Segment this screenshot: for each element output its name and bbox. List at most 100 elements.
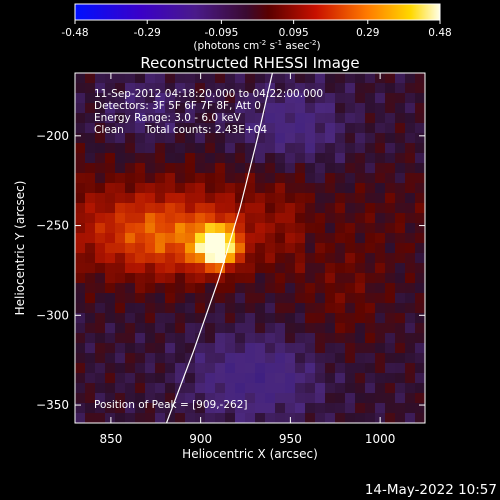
heatmap-cell: [85, 113, 96, 124]
heatmap-cell: [325, 303, 336, 314]
heatmap-cell: [345, 323, 356, 334]
heatmap-cell: [255, 403, 266, 414]
heatmap-cell: [135, 363, 146, 374]
heatmap-cell: [355, 403, 366, 414]
heatmap-cell: [405, 113, 416, 124]
heatmap-cell: [115, 383, 126, 394]
heatmap-cell: [275, 393, 286, 404]
heatmap-cell: [225, 73, 236, 84]
x-tick-label: 1000: [365, 432, 396, 446]
heatmap-cell: [75, 363, 86, 374]
heatmap-cell: [355, 243, 366, 254]
heatmap-cell: [305, 153, 316, 164]
heatmap-cell: [235, 303, 246, 314]
heatmap-cell: [205, 183, 216, 194]
heatmap-cell: [355, 373, 366, 384]
heatmap-cell: [155, 313, 166, 324]
heatmap-cell: [335, 343, 346, 354]
heatmap-cell: [225, 263, 236, 274]
heatmap-cell: [245, 73, 256, 84]
heatmap-cell: [365, 183, 376, 194]
heatmap-cell: [265, 243, 276, 254]
heatmap-cell: [265, 353, 276, 364]
heatmap-cell: [115, 283, 126, 294]
plot-frame: [74, 72, 426, 424]
heatmap-cell: [385, 73, 396, 84]
heatmap-cell: [405, 73, 416, 84]
heatmap-cell: [285, 83, 296, 94]
heatmap-cell: [115, 413, 126, 423]
heatmap-cell: [325, 173, 336, 184]
heatmap-cell: [215, 313, 226, 324]
heatmap-cell: [255, 343, 266, 354]
heatmap-cell: [405, 293, 416, 304]
heatmap-cell: [405, 153, 416, 164]
heatmap-cell: [305, 293, 316, 304]
heatmap-cell: [385, 113, 396, 124]
heatmap-cell: [255, 263, 266, 274]
heatmap-cell: [295, 373, 306, 384]
heatmap-cell: [405, 233, 416, 244]
heatmap-cell: [125, 113, 136, 124]
heatmap-cell: [365, 73, 376, 84]
heatmap-cell: [85, 153, 96, 164]
heatmap-cell: [275, 203, 286, 214]
heatmap-cell: [265, 273, 276, 284]
heatmap-cell: [355, 223, 366, 234]
heatmap-cell: [255, 333, 266, 344]
heatmap-cell: [145, 193, 156, 204]
heatmap-cell: [305, 183, 316, 194]
heatmap-cell: [395, 323, 406, 334]
heatmap-cell: [165, 353, 176, 364]
heatmap-cell: [285, 343, 296, 354]
heatmap-cell: [325, 373, 336, 384]
heatmap-cell: [215, 353, 226, 364]
heatmap-cell: [145, 253, 156, 264]
heatmap-cell: [355, 263, 366, 274]
heatmap-cell: [305, 213, 316, 224]
heatmap-cell: [235, 323, 246, 334]
annotation-peak: Position of Peak = [909,-262]: [94, 399, 248, 411]
heatmap-cell: [245, 173, 256, 184]
heatmap-cell: [385, 273, 396, 284]
heatmap-cell: [375, 153, 386, 164]
heatmap-cell: [245, 253, 256, 264]
heatmap-cell: [345, 193, 356, 204]
heatmap-cell: [205, 103, 216, 114]
heatmap-cell: [325, 293, 336, 304]
heatmap-cell: [305, 323, 316, 334]
heatmap-cell: [285, 243, 296, 254]
heatmap-cell: [235, 373, 246, 384]
heatmap-cell: [295, 353, 306, 364]
heatmap-cell: [205, 323, 216, 334]
heatmap-cell: [195, 223, 206, 234]
heatmap-cell: [255, 143, 266, 154]
heatmap-cell: [145, 183, 156, 194]
heatmap-cell: [325, 153, 336, 164]
heatmap-cell: [155, 123, 166, 134]
heatmap-cell: [365, 413, 376, 423]
colorbar-tick-label: -0.48: [61, 27, 88, 39]
heatmap-cell: [285, 173, 296, 184]
heatmap-cell: [395, 253, 406, 264]
heatmap-cell: [145, 163, 156, 174]
heatmap-cell: [405, 403, 416, 414]
heatmap-cell: [295, 263, 306, 274]
heatmap-cell: [175, 243, 186, 254]
heatmap-cell: [335, 293, 346, 304]
heatmap-cell: [115, 173, 126, 184]
heatmap-cell: [295, 203, 306, 214]
heatmap-cell: [275, 103, 286, 114]
annotation-energy: Energy Range: 3.0 - 6.0 keV: [94, 112, 242, 124]
heatmap-cell: [85, 103, 96, 114]
heatmap-cell: [335, 393, 346, 404]
heatmap-cell: [205, 293, 216, 304]
heatmap-cell: [125, 403, 136, 414]
heatmap-cell: [175, 293, 186, 304]
heatmap-cell: [345, 153, 356, 164]
heatmap-cell: [375, 133, 386, 144]
heatmap-cell: [185, 293, 196, 304]
heatmap-cell: [145, 313, 156, 324]
heatmap-cell: [105, 323, 116, 334]
heatmap-cell: [385, 313, 396, 324]
